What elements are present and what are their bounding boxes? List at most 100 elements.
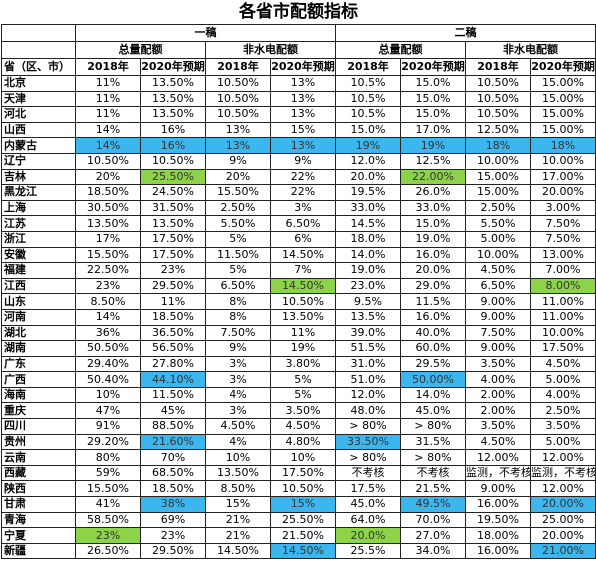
value-cell: 3%	[270, 199, 336, 217]
value-cell: 30.50%	[75, 199, 141, 217]
value-cell: 4.50%	[205, 418, 271, 435]
value-cell: 10.50%	[465, 106, 531, 123]
value-cell: > 80%	[335, 418, 401, 435]
value-cell: 27.0%	[400, 527, 466, 544]
value-cell: 47%	[75, 402, 141, 420]
value-cell: 20%	[75, 168, 141, 186]
province-cell: 浙江	[1, 230, 76, 248]
value-cell: 20%	[205, 168, 271, 186]
value-cell: 60.0%	[400, 340, 466, 357]
value-cell: 11%	[270, 324, 336, 342]
value-cell: 13%	[270, 75, 336, 92]
value-cell: 45%	[140, 402, 206, 420]
data-row: 云南 80% 70% 10% 10% > 80% > 80% 12.00% 12.00%	[1, 449, 596, 466]
value-cell: 69%	[140, 511, 206, 529]
value-cell: 16.00%	[465, 542, 531, 560]
value-cell: 49.5%	[400, 496, 466, 513]
value-cell: 36%	[75, 324, 141, 342]
column-header: 2018年	[205, 58, 271, 76]
province-cell: 云南	[1, 449, 76, 466]
value-cell: 3%	[205, 355, 271, 373]
value-cell: 7.50%	[529, 215, 596, 232]
data-row: 浙江 17% 17.50% 5% 6% 18.0% 19.0% 5.00% 7.50%	[1, 230, 596, 248]
value-cell: > 80%	[335, 449, 401, 466]
province-cell: 新疆	[1, 542, 76, 560]
value-cell: 70.0%	[400, 511, 466, 529]
sub-header: 非水电配额	[464, 41, 596, 59]
data-row: 福建 22.50% 23% 5% 7% 19.0% 20.0% 4.50% 7.00%	[1, 262, 596, 279]
data-row: 山东 8.50% 11% 8% 10.50% 9.5% 11.5% 9.00% 11.00%	[1, 293, 596, 310]
value-cell: 14%	[75, 137, 141, 154]
province-cell: 广西	[1, 371, 76, 388]
value-cell: 45.0%	[400, 402, 466, 420]
value-cell: 19.50%	[465, 511, 531, 529]
value-cell: 5.50%	[465, 215, 531, 232]
value-cell: 4%	[205, 433, 271, 451]
value-cell: 91%	[75, 418, 141, 435]
value-cell: 8.00%	[529, 277, 596, 295]
data-row: 江西 23% 29.50% 6.50% 14.50% 23.0% 29.0% 6.50% 8.0…	[1, 277, 596, 295]
value-cell: 17.50%	[529, 340, 596, 357]
value-cell: 13.50%	[140, 90, 206, 108]
value-cell: 14.50%	[205, 542, 271, 560]
value-cell: 13%	[270, 137, 336, 154]
data-row: 辽宁 10.50% 10.50% 9% 9% 12.0% 12.5% 10.00% 10.00%	[1, 152, 596, 170]
value-cell: 23%	[75, 527, 141, 544]
value-cell: 25.50%	[270, 511, 336, 529]
value-cell: 14%	[75, 121, 141, 139]
province-cell: 四川	[1, 418, 76, 435]
value-cell: 10.5%	[335, 106, 401, 123]
province-cell: 甘肃	[1, 496, 76, 513]
value-cell: 19%	[335, 137, 401, 154]
value-cell: 10%	[270, 449, 336, 466]
value-cell: 17.5%	[335, 480, 401, 498]
province-cell: 青海	[1, 511, 76, 529]
value-cell: 20.00%	[529, 527, 596, 544]
province-cell: 海南	[1, 386, 76, 404]
data-row: 甘肃 41% 38% 15% 15% 45.0% 49.5% 16.00% 20.00%	[1, 496, 596, 513]
value-cell: 34.0%	[400, 542, 466, 560]
value-cell: 15%	[270, 496, 336, 513]
value-cell: 13.50%	[140, 215, 206, 232]
value-cell: 18.50%	[140, 480, 206, 498]
value-cell: 29.20%	[75, 433, 141, 451]
value-cell: 29.50%	[140, 542, 206, 560]
value-cell: 41%	[75, 496, 141, 513]
value-cell: 15.50%	[205, 184, 271, 201]
value-cell: 19.5%	[335, 184, 401, 201]
value-cell: 15.00%	[529, 90, 596, 108]
column-header-row: 省（区、市） 2018年 2020年预期 2018年 2020年预期 2018年 2020年…	[1, 58, 596, 76]
value-cell: 23%	[140, 527, 206, 544]
value-cell: 6.50%	[205, 277, 271, 295]
data-row: 湖南 50.50% 56.50% 9% 19% 51.5% 60.0% 9.00% 17.50%	[1, 340, 596, 357]
value-cell: 38%	[140, 496, 206, 513]
value-cell: 15.0%	[400, 215, 466, 232]
province-cell: 河南	[1, 308, 76, 326]
value-cell: 6.50%	[270, 215, 336, 232]
value-cell: 10.5%	[335, 75, 401, 92]
value-cell: 17.0%	[400, 121, 466, 139]
province-cell: 宁夏	[1, 527, 76, 544]
value-cell: 2.00%	[465, 402, 531, 420]
value-cell: 20.0%	[335, 527, 401, 544]
value-cell: 15.0%	[335, 121, 401, 139]
value-cell: 18.0%	[335, 230, 401, 248]
value-cell: 11%	[75, 90, 141, 108]
value-cell: 4.50%	[465, 262, 531, 279]
value-cell: 15.50%	[75, 480, 141, 498]
group-header: 一稿	[75, 24, 336, 42]
value-cell: 15.50%	[75, 246, 141, 264]
value-cell: 20.00%	[529, 496, 596, 513]
column-header: 2020年预期	[270, 58, 336, 76]
data-row: 海南 10% 11.50% 4% 5% 12.0% 14.0% 2.00% 4.00%	[1, 386, 596, 404]
value-cell: 21.50%	[270, 527, 336, 544]
table-title: 各省市配额指标	[1, 0, 596, 25]
data-row: 山西 14% 16% 13% 15% 15.0% 17.0% 12.50% 15.00%	[1, 121, 596, 139]
value-cell: 58.50%	[75, 511, 141, 529]
value-cell: 22%	[270, 184, 336, 201]
value-cell: 10%	[205, 449, 271, 466]
column-header: 省（区、市）	[1, 58, 76, 76]
value-cell: 8%	[205, 293, 271, 310]
